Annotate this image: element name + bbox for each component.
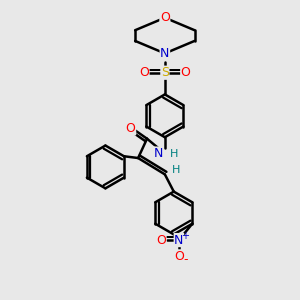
Text: O: O (139, 66, 149, 79)
Text: O: O (126, 122, 136, 135)
Text: O: O (160, 11, 170, 24)
Text: -: - (183, 253, 188, 266)
Text: H: H (170, 148, 178, 159)
Text: +: + (182, 231, 190, 241)
Text: N: N (160, 47, 170, 60)
Text: O: O (181, 66, 190, 79)
Text: O: O (174, 250, 184, 263)
Text: O: O (156, 234, 166, 247)
Text: S: S (161, 66, 169, 79)
Text: N: N (154, 147, 164, 160)
Text: H: H (172, 165, 181, 175)
Text: N: N (174, 234, 184, 247)
